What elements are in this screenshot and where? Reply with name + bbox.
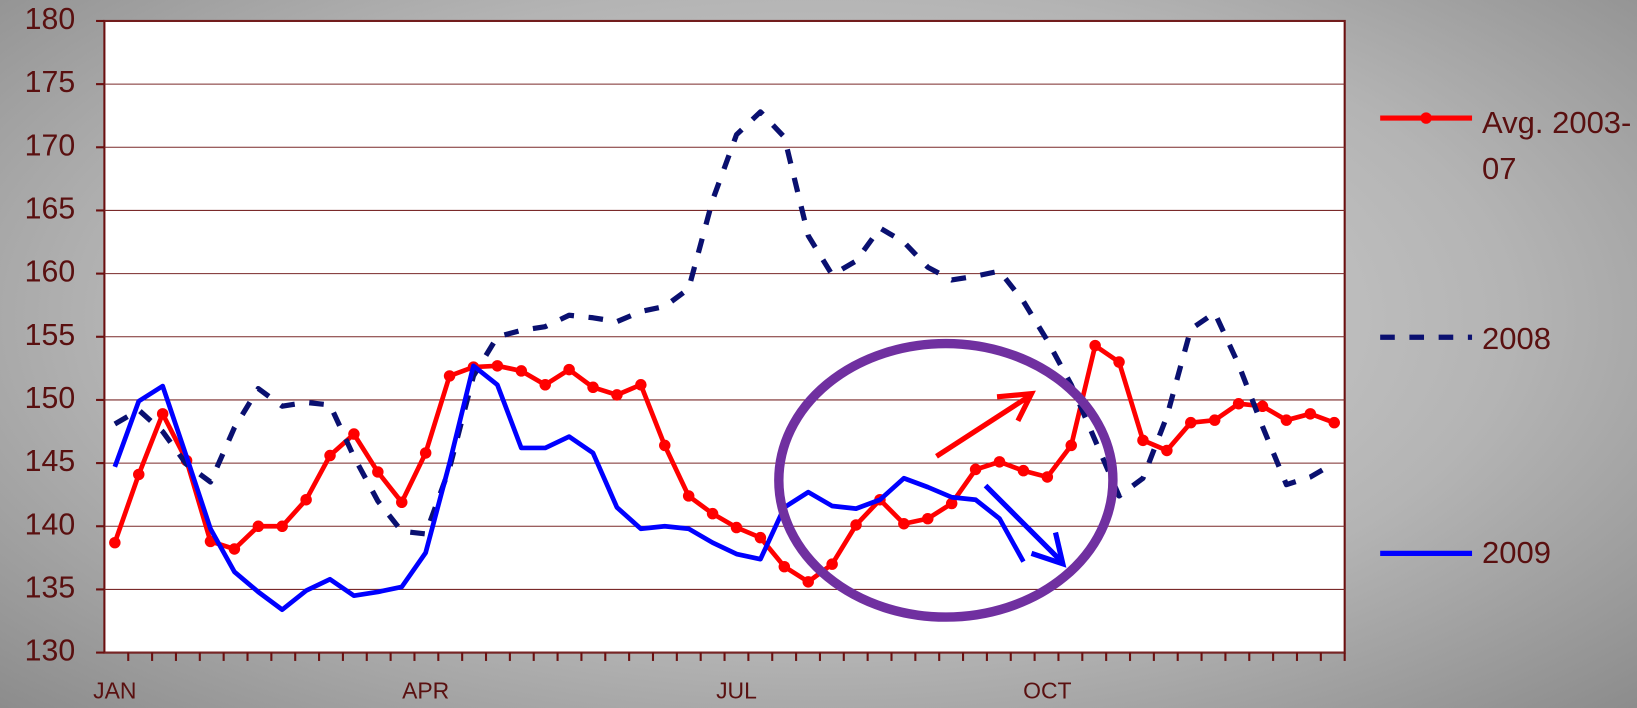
series-marker bbox=[850, 519, 862, 531]
y-tick-label: 170 bbox=[25, 129, 75, 162]
y-tick-label: 160 bbox=[25, 256, 75, 289]
series-marker bbox=[659, 439, 671, 452]
series-marker bbox=[372, 466, 384, 478]
blue-arrow bbox=[983, 483, 1067, 568]
series-marker bbox=[156, 408, 169, 420]
series-marker bbox=[109, 536, 121, 549]
series-marker bbox=[515, 365, 528, 377]
series-marker bbox=[491, 360, 504, 372]
x-tick-label: JUL bbox=[716, 677, 757, 703]
series-marker bbox=[276, 520, 288, 533]
series-line bbox=[112, 363, 1026, 613]
series-marker bbox=[1041, 471, 1054, 483]
y-tick-label: 130 bbox=[25, 635, 75, 668]
x-tick-label: JAN bbox=[93, 677, 136, 703]
series-marker bbox=[252, 520, 265, 533]
series-marker bbox=[706, 507, 719, 520]
series-marker bbox=[419, 447, 432, 459]
series-marker bbox=[826, 558, 838, 570]
series-marker bbox=[348, 428, 360, 440]
y-tick-label: 135 bbox=[25, 571, 75, 604]
series-marker bbox=[730, 521, 743, 534]
legend-label: 2008 bbox=[1482, 321, 1551, 356]
series-marker bbox=[802, 576, 814, 588]
series-marker bbox=[1185, 416, 1197, 429]
series-marker bbox=[133, 468, 145, 481]
series-marker bbox=[324, 449, 336, 462]
series-marker bbox=[1089, 339, 1101, 352]
red-arrow bbox=[935, 390, 1036, 459]
series-marker bbox=[1017, 464, 1030, 477]
legend-marker bbox=[1420, 112, 1432, 124]
series-marker bbox=[1304, 408, 1317, 420]
y-tick-label: 165 bbox=[25, 192, 75, 225]
series-marker bbox=[1280, 414, 1293, 426]
series-marker bbox=[443, 370, 456, 382]
series-marker bbox=[539, 379, 551, 391]
legend-label: Avg. 2003-07 bbox=[1482, 105, 1632, 186]
series-marker bbox=[754, 531, 767, 544]
series-marker bbox=[778, 560, 791, 573]
series-marker bbox=[1161, 444, 1173, 457]
series-marker bbox=[228, 543, 241, 555]
series-marker bbox=[587, 381, 599, 394]
series-marker bbox=[969, 463, 982, 476]
series-marker bbox=[1328, 416, 1340, 429]
series-marker bbox=[300, 493, 312, 506]
y-tick-label: 180 bbox=[25, 3, 75, 36]
x-tick-label: APR bbox=[402, 677, 449, 703]
y-tick-label: 140 bbox=[25, 508, 75, 541]
series-marker bbox=[1256, 400, 1269, 412]
legend-label: 2009 bbox=[1482, 535, 1551, 570]
y-tick-label: 155 bbox=[25, 319, 75, 352]
series-marker bbox=[945, 497, 958, 510]
series-marker bbox=[1137, 434, 1149, 447]
highlight-ellipse bbox=[774, 338, 1118, 622]
series-marker bbox=[1113, 356, 1125, 368]
series-marker bbox=[396, 496, 408, 509]
series-marker bbox=[563, 363, 575, 376]
series-marker bbox=[682, 490, 695, 502]
y-tick-label: 150 bbox=[25, 382, 75, 415]
series-marker bbox=[1065, 439, 1077, 452]
series-marker bbox=[993, 456, 1006, 468]
y-tick-label: 175 bbox=[25, 66, 75, 99]
series-marker bbox=[635, 379, 647, 391]
series-marker bbox=[1232, 397, 1245, 410]
series-marker bbox=[922, 512, 934, 525]
series-line bbox=[112, 343, 1336, 585]
series-line bbox=[113, 109, 1336, 537]
x-tick-label: OCT bbox=[1023, 677, 1071, 703]
series-marker bbox=[898, 517, 910, 530]
series-marker bbox=[611, 389, 623, 401]
y-tick-label: 145 bbox=[25, 445, 75, 478]
series-marker bbox=[1208, 414, 1221, 426]
